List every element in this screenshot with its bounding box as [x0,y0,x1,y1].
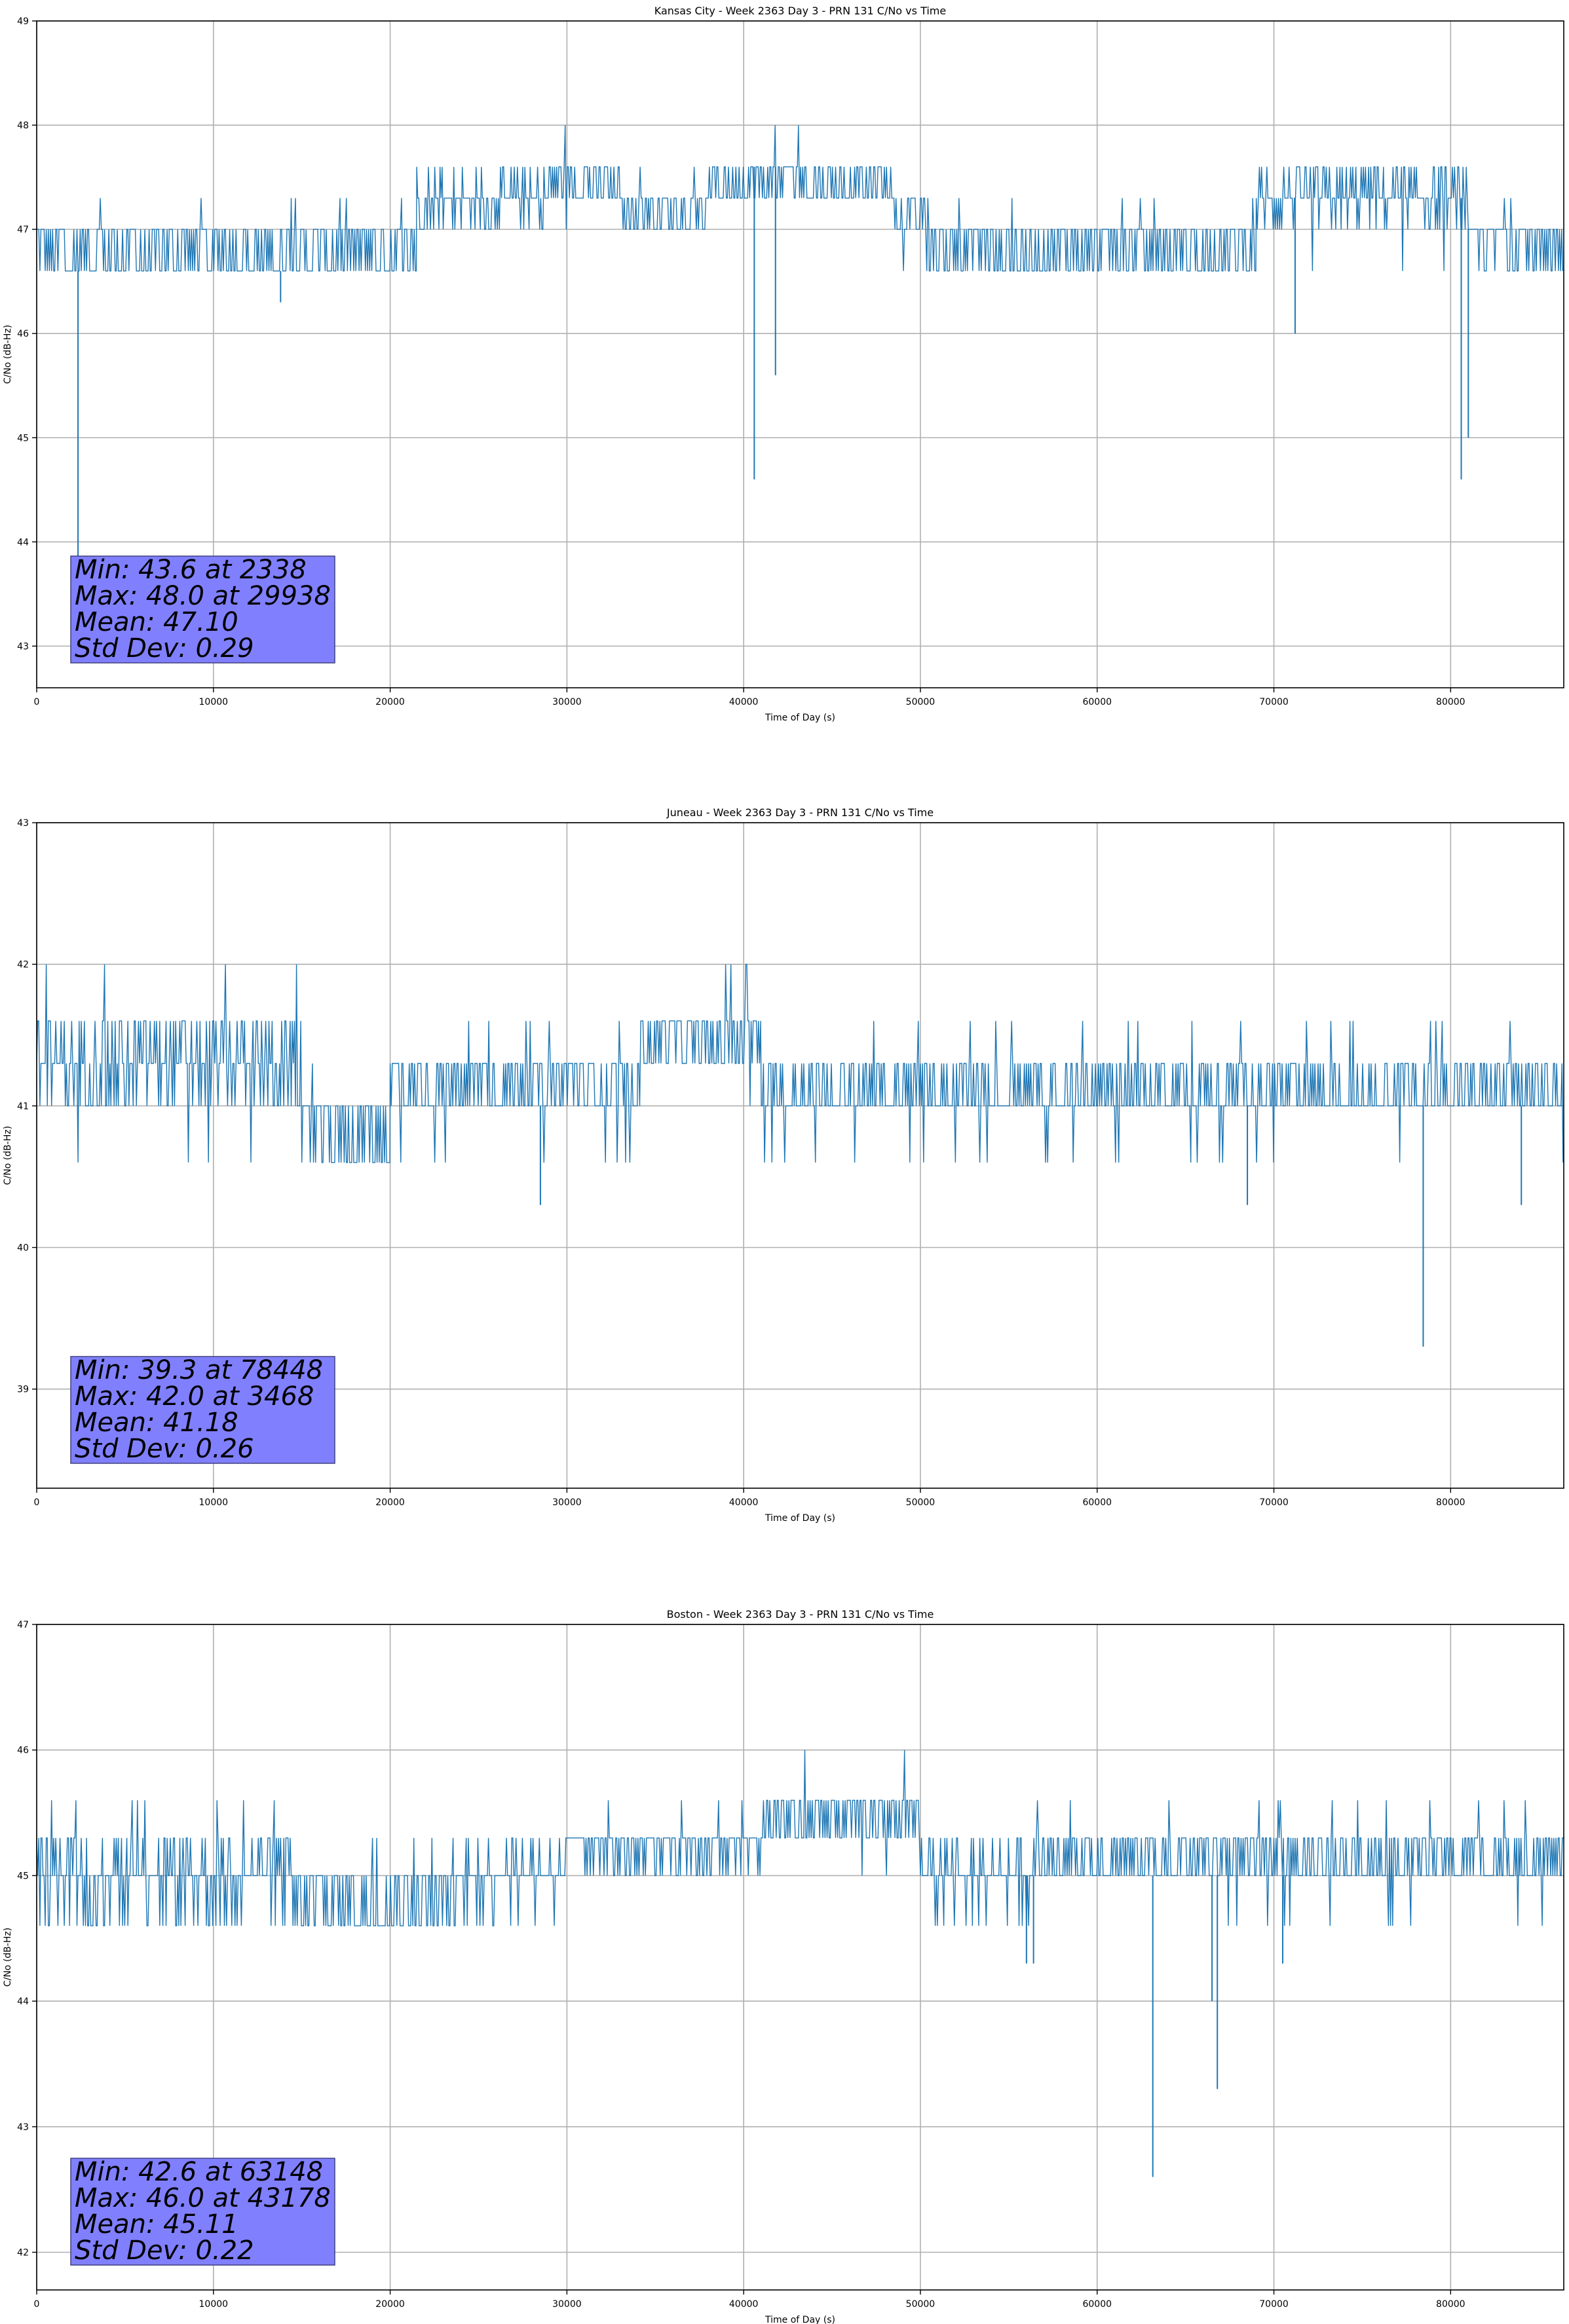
stats-line: Max: 48.0 at 29938 [75,581,331,611]
x-tick-label: 40000 [729,697,759,707]
x-tick-label: 70000 [1259,2299,1289,2310]
y-tick-label: 45 [17,1871,29,1881]
x-tick-label: 50000 [906,697,936,707]
x-tick-label: 10000 [199,1497,229,1508]
x-tick-label: 80000 [1436,2299,1465,2310]
cno-line [37,964,1564,1163]
y-tick-label: 47 [17,225,29,235]
x-tick-label: 30000 [552,1497,582,1508]
y-tick-label: 43 [17,2122,29,2133]
x-tick-label: 80000 [1436,697,1465,707]
y-tick-label: 42 [17,960,29,970]
data-series [37,125,1564,584]
stats-line: Std Dev: 0.22 [75,2236,254,2266]
grid [36,20,1564,688]
x-axis-label: Time of Day (s) [765,1513,835,1524]
y-tick-label: 42 [17,2247,29,2258]
x-tick-label: 70000 [1259,1497,1289,1508]
cno-line [37,1750,1564,1926]
stats-line: Mean: 41.18 [75,1408,238,1438]
data-series [37,1750,1564,2177]
x-tick-label: 20000 [375,2299,405,2310]
x-tick-label: 30000 [552,2299,582,2310]
x-tick-label: 0 [34,2299,40,2310]
x-tick-label: 70000 [1259,697,1289,707]
x-tick-label: 60000 [1082,697,1112,707]
axes-frame [36,822,1564,1489]
data-series [37,964,1564,1347]
stats-box-background [70,1356,335,1464]
x-tick-label: 60000 [1082,1497,1112,1508]
y-tick-label: 43 [17,818,29,829]
x-tick-label: 40000 [729,1497,759,1508]
x-tick-label: 10000 [199,697,229,707]
y-axis-label: C/No (dB-Hz) [3,1126,13,1185]
axes-frame [36,1624,1564,2291]
y-tick-label: 39 [17,1385,29,1395]
chart-panel-2: 0 10000 20000 30000 40000 50000 60000 70000 8000… [3,806,1564,1524]
y-axis-label: C/No (dB-Hz) [3,1928,13,1987]
y-tick-label: 45 [17,433,29,443]
cno-line [37,125,1564,272]
stats-line: Std Dev: 0.29 [75,633,254,664]
stats-line: Max: 42.0 at 3468 [75,1381,314,1412]
x-tick-label: 10000 [199,2299,229,2310]
y-tick-label: 46 [17,329,29,339]
stats-line: Min: 43.6 at 2338 [75,555,307,585]
y-tick-label: 49 [17,16,29,27]
y-tick-label: 43 [17,641,29,652]
y-axis-label: C/No (dB-Hz) [3,325,13,384]
x-tick-label: 40000 [729,2299,759,2310]
x-tick-label: 20000 [375,1497,405,1508]
y-tick-label: 44 [17,1996,29,2007]
x-tick-label: 0 [34,697,40,707]
chart-title: Juneau - Week 2363 Day 3 - PRN 131 C/No … [666,806,934,819]
stats-line: Mean: 45.11 [75,2209,238,2240]
stats-line: Std Dev: 0.26 [75,1434,254,1464]
stats-line: Min: 39.3 at 78448 [75,1355,323,1385]
y-tick-label: 41 [17,1101,29,1112]
ticks: 0 10000 20000 30000 40000 50000 60000 70000 8000… [17,1620,1465,2310]
x-tick-label: 30000 [552,697,582,707]
x-tick-label: 50000 [906,2299,936,2310]
y-tick-label: 40 [17,1243,29,1254]
x-tick-label: 50000 [906,1497,936,1508]
chart-panel-1: 0 10000 20000 30000 40000 50000 60000 70000 8000… [3,5,1564,723]
ticks: 0 10000 20000 30000 40000 50000 60000 70000 8000… [17,818,1465,1508]
stats-box-background [70,2158,335,2266]
x-tick-label: 20000 [375,697,405,707]
x-tick-label: 60000 [1082,2299,1112,2310]
y-tick-label: 47 [17,1620,29,1630]
stats-box-background [70,555,335,664]
stats-line: Mean: 47.10 [75,607,238,637]
ticks: 0 10000 20000 30000 40000 50000 60000 70000 8000… [17,16,1465,707]
y-tick-label: 44 [17,537,29,548]
x-tick-label: 80000 [1436,1497,1465,1508]
x-tick-label: 0 [34,1497,40,1508]
x-axis-label: Time of Day (s) [765,713,835,723]
x-axis-label: Time of Day (s) [765,2315,835,2324]
y-tick-label: 48 [17,121,29,131]
axes-frame [36,20,1564,688]
chart-title: Kansas City - Week 2363 Day 3 - PRN 131 … [654,5,946,17]
chart-panel-3: 0 10000 20000 30000 40000 50000 60000 70000 8000… [3,1608,1564,2324]
y-tick-label: 46 [17,1746,29,1756]
stats-line: Max: 46.0 at 43178 [75,2183,331,2213]
chart-title: Boston - Week 2363 Day 3 - PRN 131 C/No … [667,1608,934,1621]
stats-line: Min: 42.6 at 63148 [75,2157,323,2187]
